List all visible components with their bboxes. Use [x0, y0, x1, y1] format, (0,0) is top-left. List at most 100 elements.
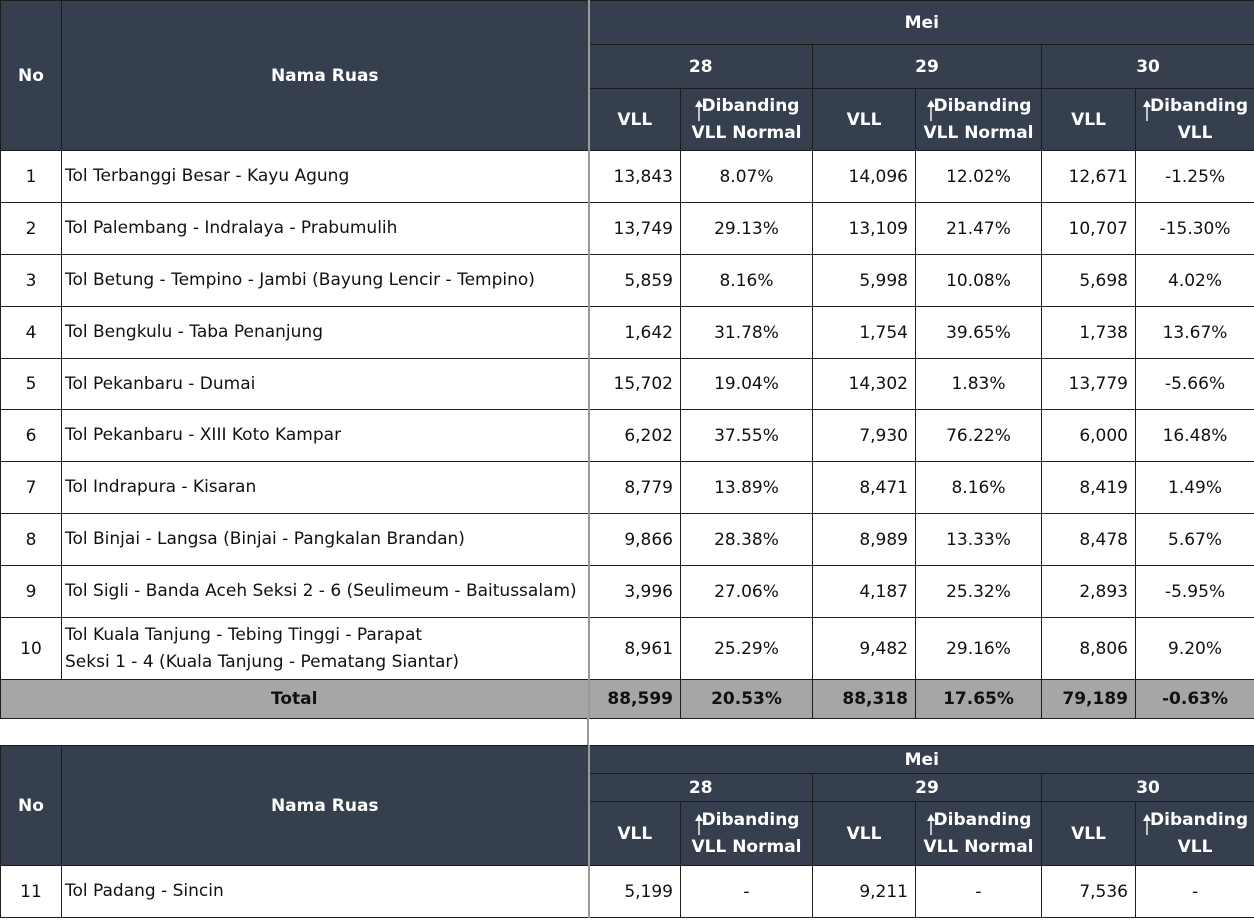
- comparison-value-28: 31.78%: [680, 306, 813, 359]
- vll-value-29: 14,096: [812, 150, 916, 203]
- road-name: Tol Bengkulu - Taba Penanjung: [61, 306, 589, 359]
- column-header-month: Mei: [587, 745, 1254, 774]
- vll-value-29: 13,109: [812, 202, 916, 255]
- comparison-value-30: -1.25%: [1134, 150, 1254, 203]
- column-header-day: 29: [812, 44, 1042, 89]
- column-header-no: No: [0, 0, 62, 151]
- vll-value-30: 12,671: [1041, 150, 1136, 203]
- vll-value-30: 8,806: [1041, 617, 1136, 680]
- comparison-value-29: 13.33%: [915, 513, 1042, 566]
- row-number: 5: [0, 358, 62, 410]
- vll-value-28: 1,642: [587, 306, 681, 359]
- comparison-value-30: -5.95%: [1134, 565, 1254, 618]
- column-header-comparison: Dibanding VLL: [1134, 801, 1254, 866]
- row-number: 10: [0, 617, 62, 680]
- road-name: Tol Terbanggi Besar - Kayu Agung: [61, 150, 589, 203]
- column-header-vll: VLL: [1041, 88, 1136, 151]
- comparison-value-30: -15.30%: [1134, 202, 1254, 255]
- up-down-arrow-icon: [694, 813, 704, 839]
- table-row: 11 Tol Padang - Sincin 5,199-9,211-7,536-: [0, 865, 1254, 918]
- comparison-label-line2: VLL Normal: [923, 836, 1034, 857]
- total-vll-29: 88,318: [812, 679, 916, 719]
- comparison-value-28: 8.16%: [680, 254, 813, 307]
- road-name-line1: Tol Betung - Tempino - Jambi (Bayung Len…: [65, 270, 535, 290]
- column-header-comparison: Dibanding VLL Normal: [915, 801, 1042, 866]
- column-header-comparison: Dibanding VLL Normal: [680, 88, 813, 151]
- vll-value-28: 3,996: [587, 565, 681, 618]
- road-name-line1: Tol Pekanbaru - Dumai: [65, 373, 256, 394]
- comparison-value-28: 19.04%: [680, 358, 813, 410]
- column-header-nama-ruas: Nama Ruas: [61, 0, 589, 151]
- road-name-line1: Tol Palembang - Indralaya - Prabumulih: [65, 218, 398, 238]
- table-header: No Nama Ruas Mei 28 29 30 VLL Dibanding VLL Norm…: [0, 745, 1254, 866]
- comparison-label-line2: VLL Normal: [691, 122, 802, 143]
- vll-value-30: 1,738: [1041, 306, 1136, 359]
- road-name-line2: Seksi 1 - 4 (Kuala Tanjung - Pematang Si…: [65, 651, 460, 672]
- vll-value-28: 13,843: [587, 150, 681, 203]
- vll-value-28: 5,199: [587, 865, 681, 918]
- vll-value-29: 14,302: [812, 358, 916, 410]
- column-header-vll: VLL: [812, 801, 916, 866]
- column-header-vll: VLL: [587, 88, 681, 151]
- column-header-comparison: Dibanding VLL Normal: [915, 88, 1042, 151]
- row-number: 4: [0, 306, 62, 359]
- vll-value-29: 8,989: [812, 513, 916, 566]
- vll-value-29: 9,482: [812, 617, 916, 680]
- table-row: 10 Tol Kuala Tanjung - Tebing Tinggi - Pa…: [0, 617, 1254, 680]
- comparison-value-30: 1.49%: [1134, 461, 1254, 514]
- comparison-label-line2: VLL: [1177, 836, 1213, 857]
- table-header: No Nama Ruas Mei 28 29 30 VLL Dibanding VLL Norm…: [0, 0, 1254, 151]
- comparison-value-28: 27.06%: [680, 565, 813, 618]
- table-row: 4 Tol Bengkulu - Taba Penanjung 1,642 31.78…: [0, 306, 1254, 359]
- column-header-nama-ruas: Nama Ruas: [61, 745, 589, 866]
- vll-value-29: 9,211: [812, 865, 916, 918]
- comparison-value-30: 5.67%: [1134, 513, 1254, 566]
- comparison-value-28: 28.38%: [680, 513, 813, 566]
- table-row: 6 Tol Pekanbaru - XIII Koto Kampar 6,202 37…: [0, 409, 1254, 462]
- column-header-day: 30: [1040, 44, 1254, 89]
- vll-value-30: 6,000: [1041, 409, 1136, 462]
- comparison-value-29: 8.16%: [915, 461, 1042, 514]
- vll-value-28: 8,961: [587, 617, 681, 680]
- up-down-arrow-icon: [1142, 813, 1152, 839]
- column-header-month: Mei: [587, 0, 1254, 45]
- comparison-value-29: 21.47%: [915, 202, 1042, 255]
- vll-value-29: 4,187: [812, 565, 916, 618]
- road-name: Tol Palembang - Indralaya - Prabumulih: [61, 202, 589, 255]
- column-header-day: 30: [1040, 773, 1254, 802]
- vll-value-29: 1,754: [812, 306, 916, 359]
- road-name: Tol Padang - Sincin: [61, 865, 589, 918]
- comparison-value-28: 8.07%: [680, 150, 813, 203]
- row-number: 3: [0, 254, 62, 307]
- road-name-line1: Tol Bengkulu - Taba Penanjung: [65, 322, 323, 342]
- total-label: Total: [0, 679, 589, 719]
- vll-value-30: 10,707: [1041, 202, 1136, 255]
- road-name-line1: Tol Binjai - Langsa (Binjai - Pangkalan …: [65, 529, 465, 549]
- road-name: Tol Kuala Tanjung - Tebing Tinggi - Para…: [61, 617, 589, 680]
- column-header-comparison: Dibanding VLL Normal: [680, 801, 813, 866]
- vll-value-30: 8,419: [1041, 461, 1136, 514]
- row-number: 8: [0, 513, 62, 566]
- vll-value-30: 7,536: [1041, 865, 1136, 918]
- comparison-value-29: 25.32%: [915, 565, 1042, 618]
- road-name-line1: Tol Terbanggi Besar - Kayu Agung: [65, 166, 350, 186]
- row-number: 2: [0, 202, 62, 255]
- comparison-value-30: -5.66%: [1134, 358, 1254, 410]
- table-row: 8 Tol Binjai - Langsa (Binjai - Pangkalan…: [0, 513, 1254, 566]
- road-name: Tol Indrapura - Kisaran: [61, 461, 589, 514]
- comparison-value-30: 4.02%: [1134, 254, 1254, 307]
- comparison-label-line1: Dibanding: [1150, 809, 1248, 830]
- row-number: 6: [0, 409, 62, 462]
- vll-value-30: 8,478: [1041, 513, 1136, 566]
- total-comparison-28: 20.53%: [680, 679, 813, 719]
- vll-value-28: 15,702: [587, 358, 681, 410]
- column-header-day: 28: [587, 44, 813, 89]
- road-name: Tol Sigli - Banda Aceh Seksi 2 - 6 (Seul…: [61, 565, 589, 618]
- comparison-value-29: 76.22%: [915, 409, 1042, 462]
- column-header-no: No: [0, 745, 62, 866]
- comparison-value-28: 29.13%: [680, 202, 813, 255]
- comparison-label-line1: Dibanding: [933, 809, 1032, 830]
- comparison-value-28: 37.55%: [680, 409, 813, 462]
- total-comparison-29: 17.65%: [915, 679, 1042, 719]
- comparison-value-28: 25.29%: [680, 617, 813, 680]
